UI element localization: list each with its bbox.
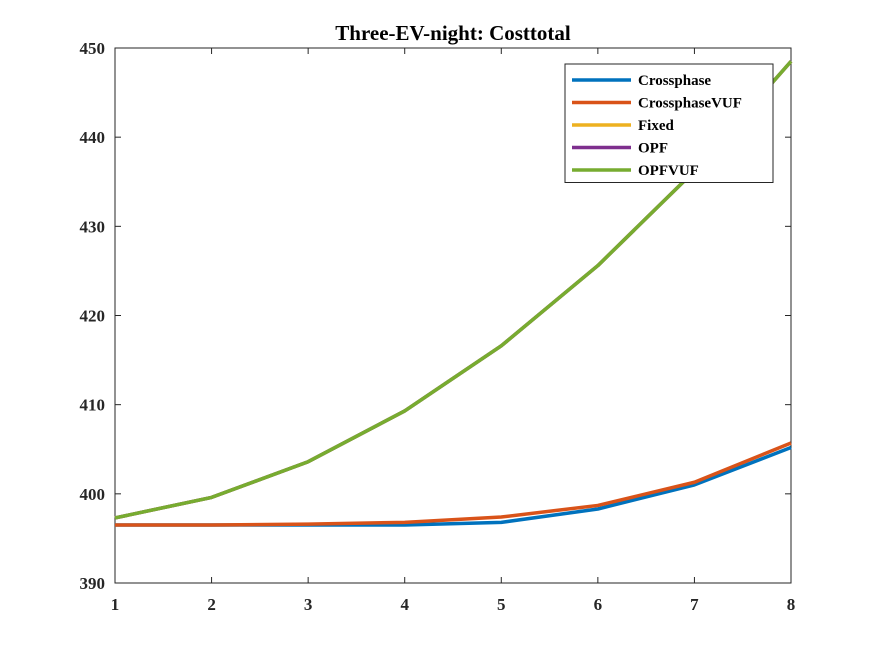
x-tick-label: 6 xyxy=(594,595,603,614)
x-tick-label: 5 xyxy=(497,595,506,614)
y-tick-label: 410 xyxy=(80,396,106,415)
y-tick-label: 430 xyxy=(80,217,106,236)
legend-label-fixed: Fixed xyxy=(638,118,674,134)
x-tick-label: 2 xyxy=(207,595,216,614)
x-tick-label: 4 xyxy=(400,595,409,614)
legend-label-opfvuf: OPFVUF xyxy=(638,163,699,179)
y-axis: 390 400 410 420 430 440 450 xyxy=(80,39,791,593)
x-tick-label: 8 xyxy=(787,595,796,614)
y-tick-label: 420 xyxy=(80,307,106,326)
series-line-crossphasevuf xyxy=(115,441,792,527)
x-axis: 1 2 3 4 5 6 7 8 xyxy=(111,48,796,614)
chart-title: Three-EV-night: Costtotal xyxy=(335,21,571,45)
series-line-opfvuf xyxy=(114,60,793,520)
series-lines xyxy=(114,60,793,527)
legend: Crossphase CrossphaseVUF Fixed OPF OPFVUF xyxy=(564,63,774,183)
x-tick-label: 1 xyxy=(111,595,120,614)
y-tick-label: 450 xyxy=(80,39,106,58)
legend-label-crossphasevuf: CrossphaseVUF xyxy=(638,96,742,112)
x-tick-label: 3 xyxy=(304,595,313,614)
legend-label-opf: OPF xyxy=(638,141,668,157)
y-tick-label: 390 xyxy=(80,574,106,593)
legend-label-crossphase: Crossphase xyxy=(638,73,711,89)
y-tick-label: 440 xyxy=(80,128,106,147)
y-tick-label: 400 xyxy=(80,485,106,504)
x-tick-label: 7 xyxy=(690,595,699,614)
